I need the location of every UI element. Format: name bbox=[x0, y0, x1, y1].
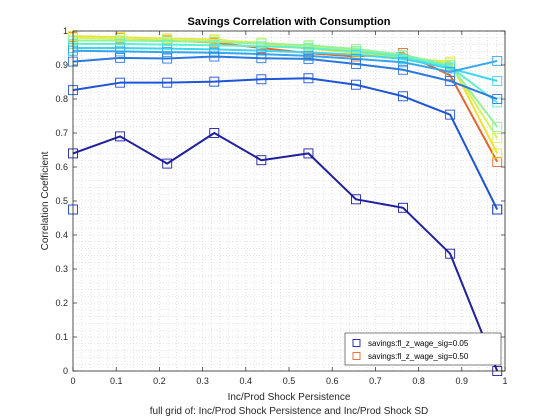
data-point bbox=[492, 133, 503, 144]
data-point bbox=[256, 74, 267, 85]
x-tick-label: 0.6 bbox=[326, 376, 339, 386]
data-point bbox=[492, 148, 503, 159]
data-point bbox=[398, 64, 408, 75]
y-tick-label: 0.1 bbox=[55, 332, 68, 342]
y-tick-label: 0.3 bbox=[55, 264, 68, 274]
x-tick-label: 1 bbox=[502, 376, 507, 386]
data-point bbox=[209, 128, 220, 138]
data-point bbox=[209, 76, 220, 87]
data-point bbox=[445, 76, 456, 86]
y-tick-label: 0.6 bbox=[55, 162, 68, 172]
data-point bbox=[115, 131, 126, 142]
series-2 bbox=[68, 73, 503, 215]
series-line bbox=[73, 47, 498, 82]
data-point bbox=[492, 204, 503, 215]
data-point bbox=[115, 52, 126, 63]
data-point bbox=[492, 156, 503, 167]
series-line bbox=[72, 132, 499, 372]
legend-entry: savings:fl_z_wage_sig=0.05 bbox=[368, 339, 469, 348]
data-point bbox=[162, 77, 173, 88]
y-tick-label: 0.7 bbox=[55, 128, 68, 138]
data-point bbox=[492, 121, 503, 132]
figure-caption: full grid of: Inc/Prod Shock Persistence… bbox=[150, 406, 428, 417]
series-line bbox=[72, 55, 498, 100]
data-point bbox=[351, 194, 361, 205]
data-point bbox=[445, 248, 456, 259]
data-point bbox=[398, 202, 408, 213]
data-point bbox=[303, 73, 314, 84]
y-axis-label: Correlation Coefficient bbox=[40, 151, 51, 250]
series-line bbox=[72, 77, 499, 210]
data-point bbox=[162, 53, 173, 64]
x-tick-label: 0.9 bbox=[456, 376, 469, 386]
data-point bbox=[256, 53, 267, 64]
series-line bbox=[73, 42, 498, 104]
legend-marker bbox=[352, 352, 361, 360]
x-tick-label: 0.2 bbox=[153, 376, 166, 386]
series-line bbox=[72, 49, 498, 73]
x-tick-label: 0 bbox=[70, 376, 75, 386]
data-point bbox=[445, 109, 456, 120]
y-tick-label: 0.5 bbox=[55, 196, 68, 206]
y-tick-label: 0.8 bbox=[55, 94, 68, 104]
y-tick-label: 0.9 bbox=[55, 60, 68, 70]
series-layer bbox=[68, 31, 503, 376]
legend-entry: savings:fl_z_wage_sig=0.50 bbox=[368, 352, 469, 361]
legend-marker bbox=[352, 339, 361, 347]
grid-lines bbox=[73, 31, 505, 371]
data-point bbox=[115, 77, 126, 88]
series-line bbox=[73, 39, 499, 128]
data-point bbox=[398, 91, 408, 102]
data-point bbox=[303, 148, 314, 159]
y-tick-label: 0.4 bbox=[55, 230, 68, 240]
y-tick-label: 0.2 bbox=[55, 298, 68, 308]
data-point bbox=[256, 155, 267, 166]
y-tick-label: 0 bbox=[63, 366, 68, 376]
data-point bbox=[115, 46, 126, 57]
data-point bbox=[492, 76, 503, 86]
x-tick-label: 0.4 bbox=[240, 376, 253, 386]
legend-box bbox=[344, 332, 502, 366]
x-tick-label: 0.1 bbox=[110, 376, 123, 386]
x-tick-label: 0.5 bbox=[283, 376, 296, 386]
axis-ticks: 0 0.1 0.2 0.3 0.4 0.5 0.6 0.7 0.8 0.9 1 0 0.1 0.2 0.3 0… bbox=[55, 26, 507, 386]
chart-title: Savings Correlation with Consumption bbox=[188, 16, 391, 28]
x-axis-label: Inc/Prod Shock Persistence bbox=[228, 392, 351, 403]
x-tick-label: 0.7 bbox=[369, 376, 382, 386]
x-tick-label: 0.8 bbox=[412, 376, 425, 386]
legend: savings:fl_z_wage_sig=0.05 savings:fl_z_w… bbox=[344, 332, 502, 366]
data-point bbox=[162, 158, 173, 169]
data-point bbox=[351, 59, 361, 69]
data-point bbox=[303, 53, 314, 64]
data-point bbox=[351, 79, 361, 90]
data-point bbox=[209, 51, 220, 62]
data-point bbox=[492, 55, 503, 66]
y-tick-label: 1 bbox=[63, 26, 68, 36]
data-point bbox=[398, 57, 408, 68]
data-point bbox=[162, 47, 173, 58]
x-tick-label: 0.3 bbox=[196, 376, 209, 386]
